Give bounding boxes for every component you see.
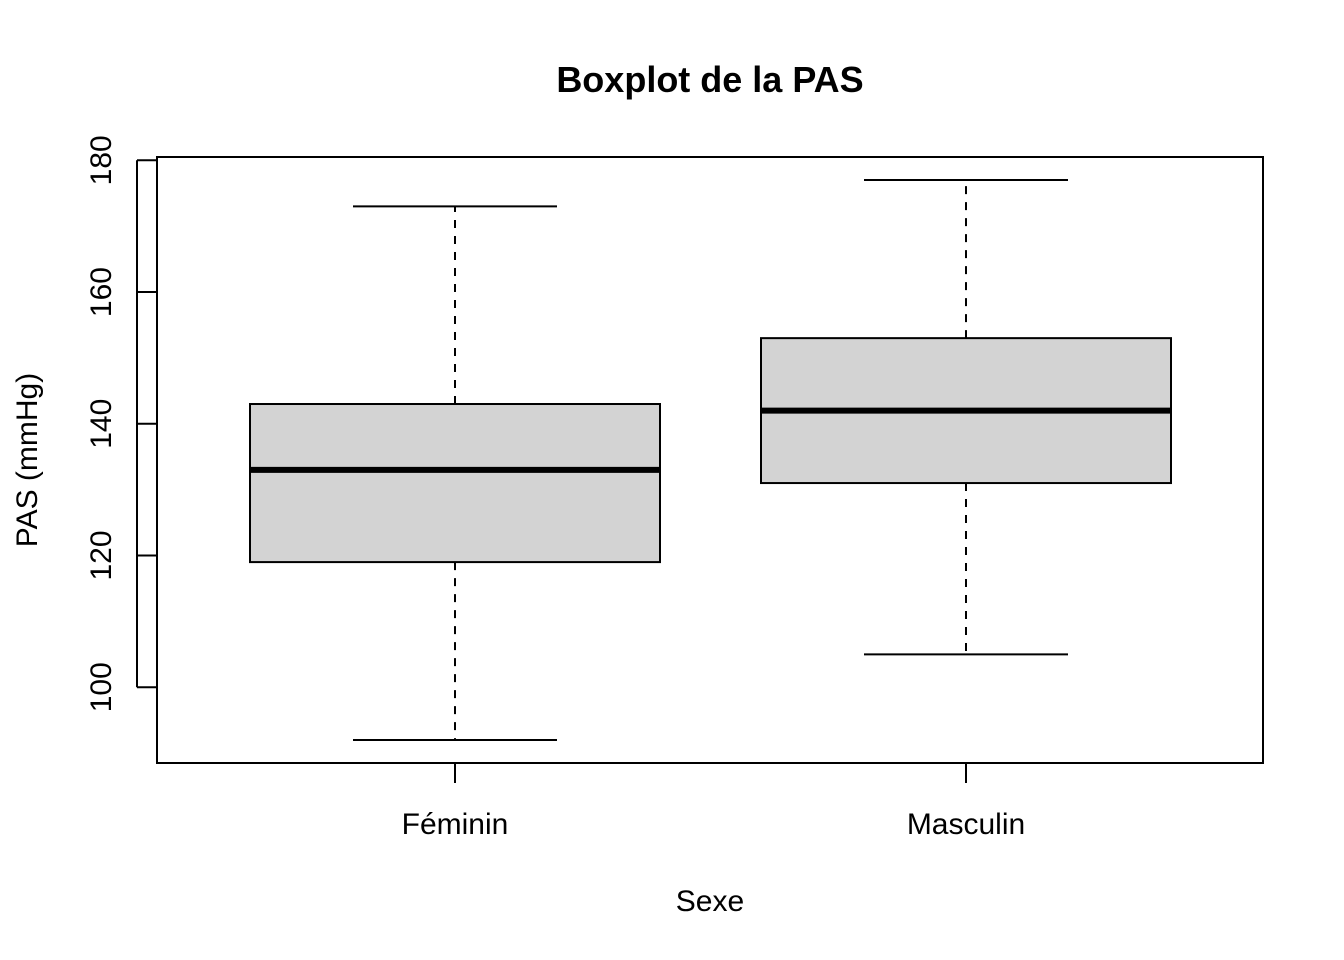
box-1 <box>249 403 661 564</box>
x-tick-label-2: Masculin <box>907 808 1025 841</box>
y-tick-label-160: 160 <box>85 267 118 317</box>
x-tick-label-1: Féminin <box>402 808 509 841</box>
chart-title: Boxplot de la PAS <box>556 59 863 100</box>
plot-frame <box>156 156 1264 764</box>
plot-area: Féminin Masculin 100 120 140 160 180 <box>85 135 1172 841</box>
y-tick-label-180: 180 <box>85 135 118 185</box>
y-tick-label-140: 140 <box>85 399 118 449</box>
x-axis-label: Sexe <box>676 885 744 918</box>
y-tick-label-120: 120 <box>85 530 118 580</box>
y-tick-label-100: 100 <box>85 662 118 712</box>
y-axis-label: PAS (mmHg) <box>11 373 44 547</box>
